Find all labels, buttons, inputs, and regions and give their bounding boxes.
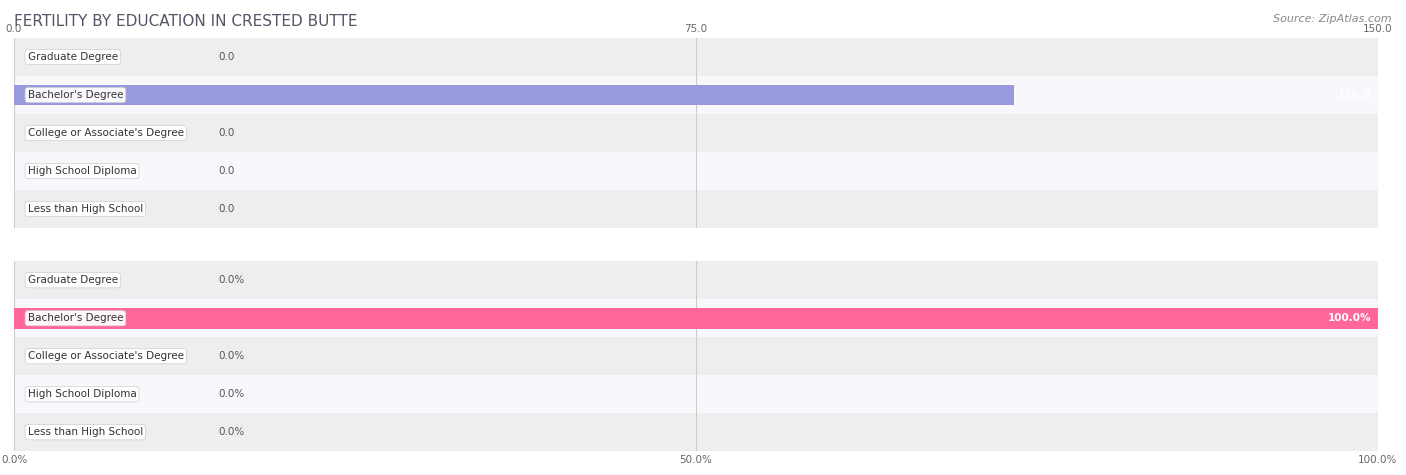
Text: Less than High School: Less than High School [28, 204, 143, 214]
Text: 0.0: 0.0 [219, 166, 235, 176]
Text: 0.0: 0.0 [219, 52, 235, 62]
Bar [14, 85, 1014, 105]
Bar [14, 413, 1378, 451]
Text: High School Diploma: High School Diploma [28, 389, 136, 399]
Text: 0.0%: 0.0% [219, 351, 245, 361]
Text: Source: ZipAtlas.com: Source: ZipAtlas.com [1274, 14, 1392, 24]
Text: Graduate Degree: Graduate Degree [28, 275, 118, 285]
Bar [14, 152, 1378, 190]
Bar [14, 114, 1378, 152]
Text: High School Diploma: High School Diploma [28, 166, 136, 176]
Text: 0.0: 0.0 [219, 204, 235, 214]
Text: College or Associate's Degree: College or Associate's Degree [28, 128, 184, 138]
Text: Graduate Degree: Graduate Degree [28, 52, 118, 62]
Text: 0.0%: 0.0% [219, 389, 245, 399]
Text: 110.0: 110.0 [1339, 90, 1371, 100]
Text: 0.0%: 0.0% [219, 275, 245, 285]
Bar [14, 299, 1378, 337]
Text: College or Associate's Degree: College or Associate's Degree [28, 351, 184, 361]
Bar [14, 261, 1378, 299]
Text: 100.0%: 100.0% [1327, 313, 1371, 323]
Bar [14, 375, 1378, 413]
Text: Bachelor's Degree: Bachelor's Degree [28, 313, 124, 323]
Text: 0.0%: 0.0% [219, 427, 245, 437]
Bar [14, 308, 1378, 329]
Bar [14, 38, 1378, 76]
Bar [14, 76, 1378, 114]
Bar [14, 337, 1378, 375]
Text: 0.0: 0.0 [219, 128, 235, 138]
Text: Bachelor's Degree: Bachelor's Degree [28, 90, 124, 100]
Text: Less than High School: Less than High School [28, 427, 143, 437]
Text: FERTILITY BY EDUCATION IN CRESTED BUTTE: FERTILITY BY EDUCATION IN CRESTED BUTTE [14, 14, 357, 29]
Bar [14, 190, 1378, 228]
